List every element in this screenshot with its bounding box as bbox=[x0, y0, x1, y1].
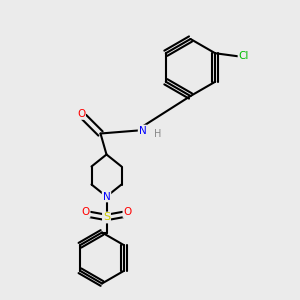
Text: H: H bbox=[154, 128, 162, 139]
Text: S: S bbox=[103, 212, 110, 223]
Text: O: O bbox=[77, 109, 85, 119]
Text: N: N bbox=[139, 125, 146, 136]
Text: N: N bbox=[103, 191, 110, 202]
Text: O: O bbox=[123, 207, 132, 217]
Text: O: O bbox=[81, 207, 90, 217]
Text: Cl: Cl bbox=[238, 51, 249, 61]
